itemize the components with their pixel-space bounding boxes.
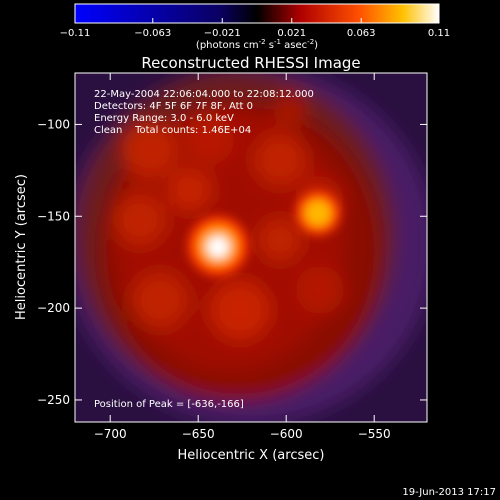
- x-tick-label: −600: [270, 427, 303, 441]
- y-axis-label: Heliocentric Y (arcsec): [14, 174, 29, 320]
- annotation-time: 22-May-2004 22:06:04.000 to 22:08:12.000: [94, 89, 314, 100]
- colorbar-tick-label: −0.11: [60, 28, 91, 39]
- colorbar-tick-label: −0.063: [134, 28, 171, 39]
- plot-frame: [74, 72, 428, 423]
- x-tick-label: −550: [358, 427, 391, 441]
- colorbar-ticks: −0.11 −0.063 −0.021 0.021 0.063 0.11: [60, 18, 450, 39]
- colorbar-tick-label: −0.021: [204, 28, 241, 39]
- colorbar-tick-label: 0.11: [428, 28, 450, 39]
- y-tick-label: −150: [37, 209, 70, 223]
- y-tick-label: −250: [37, 393, 70, 407]
- colorbar-label: (photons cm-2 s-1 asec-2): [196, 38, 318, 51]
- y-tick-label: −200: [37, 301, 70, 315]
- y-axis-ticks: −100 −150 −200 −250: [37, 117, 427, 407]
- colorbar-tick-label: 0.021: [277, 28, 306, 39]
- x-tick-label: −650: [182, 427, 215, 441]
- x-tick-label: −700: [94, 427, 127, 441]
- y-tick-label: −100: [37, 117, 70, 131]
- peak-position-label: Position of Peak = [-636,-166]: [94, 399, 244, 410]
- heatmap-image: [75, 73, 427, 422]
- annotation-detectors: Detectors: 4F 5F 6F 7F 8F, Att 0: [94, 101, 253, 112]
- x-axis-label: Heliocentric X (arcsec): [178, 448, 325, 463]
- x-axis-ticks: −700 −650 −600 −550: [94, 73, 391, 441]
- colorbar-tick-label: 0.063: [347, 28, 376, 39]
- colorbar: [74, 3, 440, 24]
- annotation-clean: Clean Total counts: 1.46E+04: [94, 125, 251, 136]
- chart-title: Reconstructed RHESSI Image: [141, 54, 360, 72]
- timestamp: 19-Jun-2013 17:17: [402, 487, 496, 498]
- annotation-energy: Energy Range: 3.0 - 6.0 keV: [94, 113, 234, 124]
